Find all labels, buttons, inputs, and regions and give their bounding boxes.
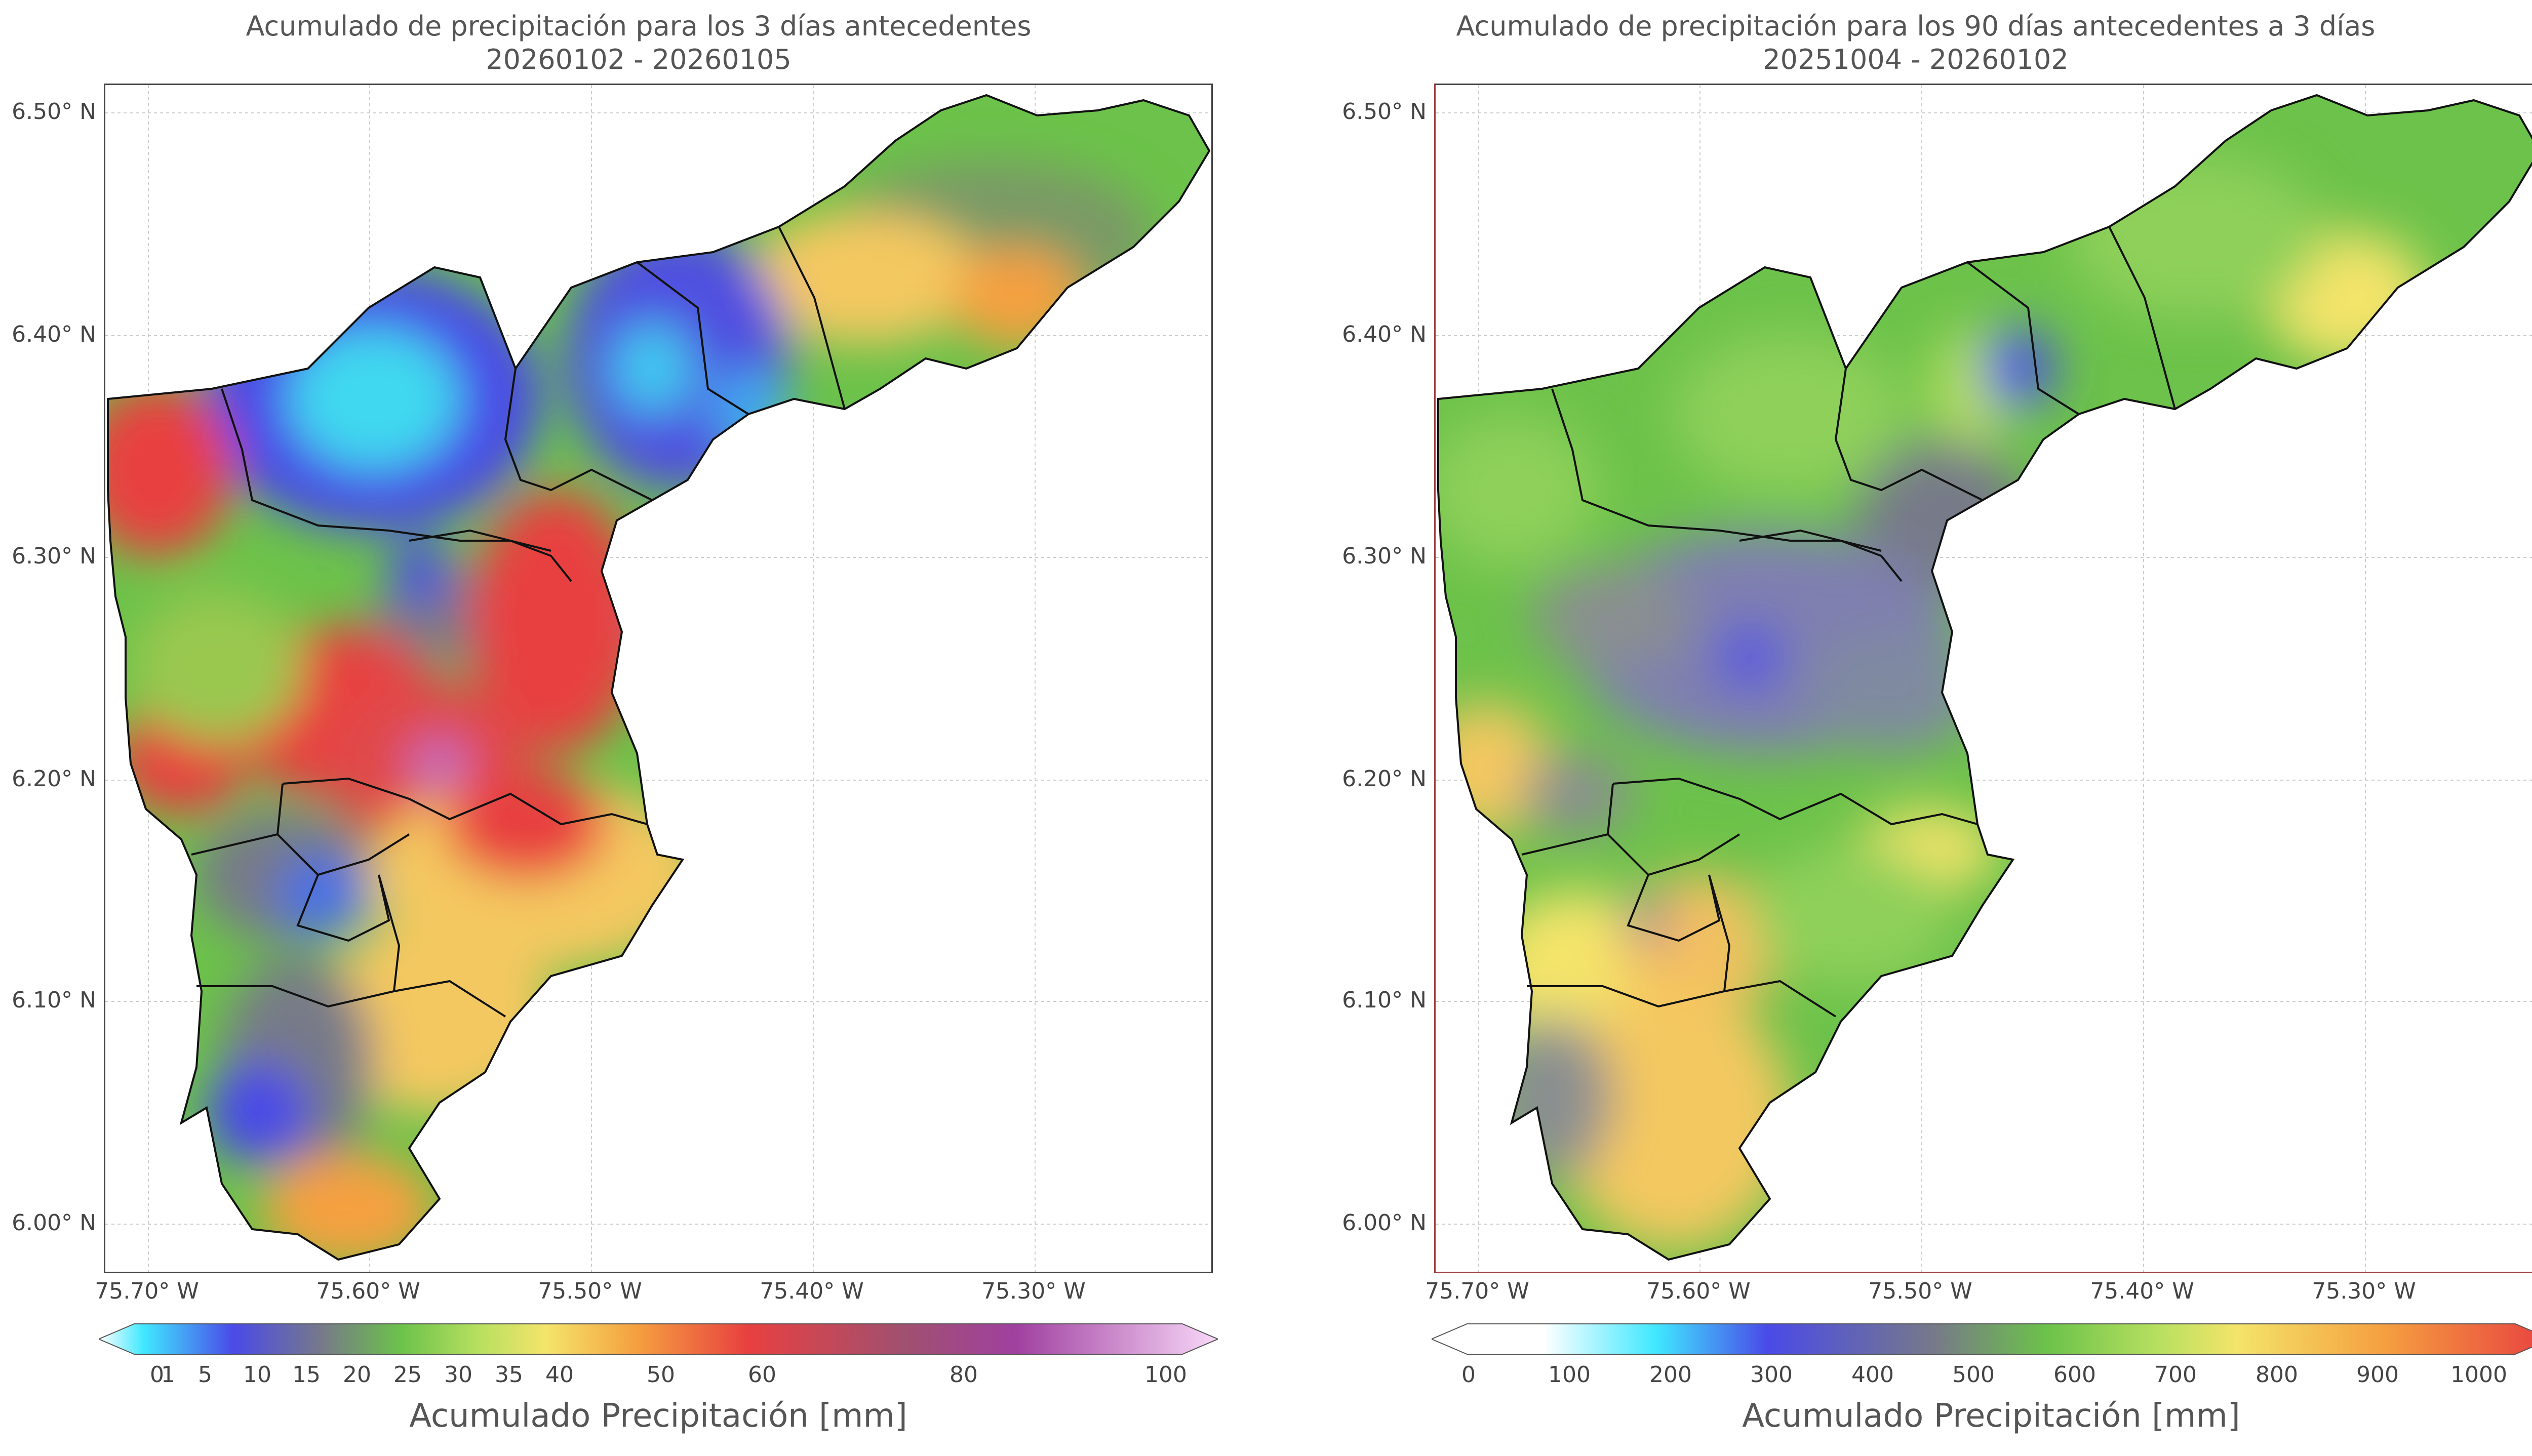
colorbar-tick: 200 (1649, 1362, 1692, 1388)
y-tick: 6.30° N (12, 543, 96, 569)
colorbar-tick: 60 (748, 1362, 776, 1388)
colorbar-tick: 80 (949, 1362, 978, 1388)
colorbar-tick: 10 (243, 1362, 271, 1388)
colorbar-tick: 100 (1144, 1362, 1187, 1388)
x-tick: 75.60° W (1646, 1278, 1751, 1304)
colorbar-tick: 800 (2256, 1362, 2298, 1388)
precip-field (108, 95, 1209, 1260)
y-tick: 6.20° N (12, 766, 96, 792)
colorbar-3day (99, 1323, 1218, 1355)
colorbar-tick: 5 (198, 1362, 212, 1388)
colorbar-tick: 35 (495, 1362, 523, 1388)
colorbar-tick: 20 (343, 1362, 371, 1388)
colorbar-tick: 50 (647, 1362, 675, 1388)
colorbar-tick: 1 (161, 1362, 175, 1388)
panel-title-line1: Acumulado de precipitación para los 3 dí… (246, 10, 1032, 42)
precip-field (1438, 95, 2532, 1260)
y-tick: 6.20° N (1342, 766, 1427, 792)
colorbar-tick: 500 (1952, 1362, 1995, 1388)
colorbar-tick: 400 (1851, 1362, 1894, 1388)
y-tick: 6.00° N (1342, 1210, 1427, 1236)
colorbar-tick: 900 (2356, 1362, 2399, 1388)
colorbar-tick: 300 (1750, 1362, 1793, 1388)
colorbar-tick: 40 (545, 1362, 574, 1388)
x-tick: 75.70° W (1425, 1278, 1529, 1304)
panel-title-line1: Acumulado de precipitación para los 90 d… (1456, 10, 2376, 42)
colorbar-tick: 15 (292, 1362, 321, 1388)
colorbar-tick: 0 (1461, 1362, 1476, 1388)
x-tick: 75.40° W (2090, 1278, 2194, 1304)
colorbar-tick: 600 (2053, 1362, 2096, 1388)
colorbar-title: Acumulado Precipitación [mm] (409, 1397, 907, 1435)
basin-boundaries (1437, 94, 2532, 1261)
colorbar-tick: 1000 (2450, 1362, 2507, 1388)
colorbar-tick: 700 (2154, 1362, 2197, 1388)
y-tick: 6.40° N (1342, 321, 1427, 347)
panel-3-day: Acumulado de precipitación para los 3 dí… (12, 10, 1218, 1435)
y-tick: 6.40° N (12, 321, 96, 347)
precipitation-map-90day (1436, 85, 2532, 1272)
panel-title-line2: 20260102 - 20260105 (486, 44, 792, 75)
x-tick: 75.30° W (2312, 1278, 2416, 1304)
colorbar-90day (1432, 1323, 2532, 1355)
y-tick: 6.30° N (1342, 543, 1427, 569)
x-tick: 75.30° W (981, 1278, 1086, 1304)
precipitation-map-3day (105, 85, 1211, 1272)
colorbar-tick: 100 (1548, 1362, 1591, 1388)
colorbar-tick: 30 (444, 1362, 472, 1388)
y-tick: 6.50° N (12, 99, 96, 125)
x-tick: 75.50° W (1868, 1278, 1972, 1304)
x-tick: 75.60° W (316, 1278, 420, 1304)
colorbar-title: Acumulado Precipitación [mm] (1742, 1397, 2240, 1435)
colorbar-tick: 25 (393, 1362, 422, 1388)
y-tick: 6.10° N (1342, 987, 1427, 1013)
x-tick: 75.50° W (538, 1278, 642, 1304)
map-frame (1434, 84, 2532, 1273)
colorbar-tick: 0 (150, 1362, 164, 1388)
panel-title-line2: 20251004 - 20260102 (1763, 44, 2069, 75)
y-tick: 6.00° N (12, 1210, 96, 1236)
y-tick: 6.10° N (12, 987, 96, 1013)
basin-boundaries (107, 94, 1211, 1261)
panel-90-day: Acumulado de precipitación para los 90 d… (1277, 0, 2532, 1456)
map-frame (104, 84, 1213, 1273)
x-tick: 75.40° W (760, 1278, 864, 1304)
y-tick: 6.50° N (1342, 99, 1427, 125)
x-tick: 75.70° W (95, 1278, 199, 1304)
